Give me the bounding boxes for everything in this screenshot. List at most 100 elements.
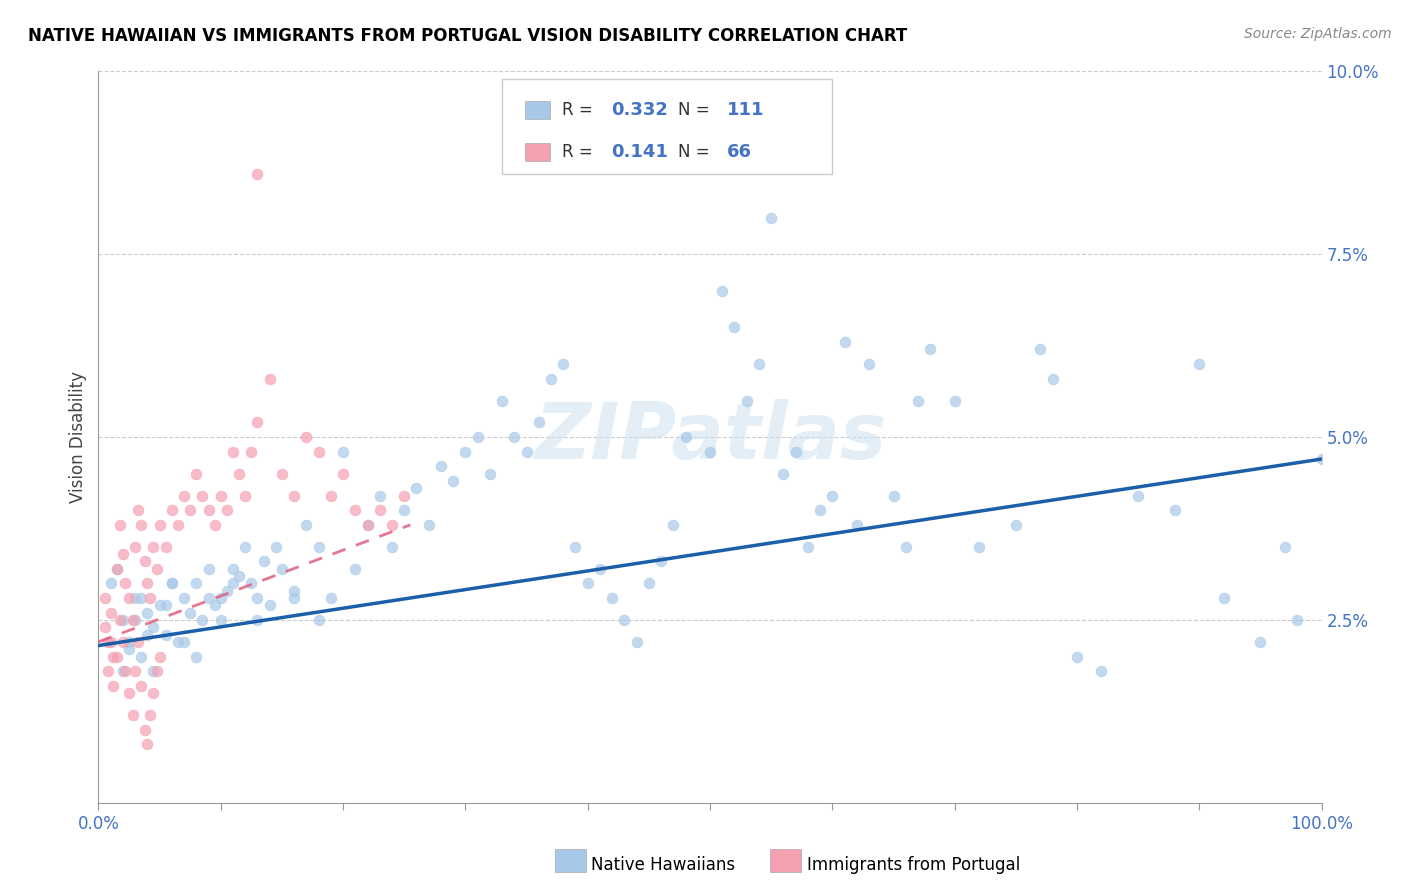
Point [129,591,152,605]
Point [650,554,672,568]
Point [308,540,330,554]
Point [215,583,238,598]
Point [142,540,165,554]
Point [124,613,146,627]
Point [97,635,120,649]
Point [127,503,149,517]
Point [246,416,269,430]
Point [173,591,195,605]
Point [146,562,169,576]
Point [155,540,177,554]
Point [600,591,623,605]
Point [1249,635,1271,649]
Point [295,517,318,532]
Text: R =: R = [562,101,598,120]
Point [100,606,122,620]
Point [332,467,354,481]
Point [155,627,177,641]
Point [215,503,238,517]
Point [1066,649,1088,664]
Point [772,467,794,481]
Point [1188,357,1211,371]
Point [381,517,404,532]
Text: 111: 111 [727,101,765,120]
Point [1029,343,1052,357]
Point [118,686,141,700]
Point [129,649,152,664]
Point [368,503,391,517]
Point [136,606,159,620]
FancyBboxPatch shape [526,101,550,120]
Point [1042,371,1064,385]
Point [246,167,269,181]
Point [191,613,214,627]
Text: N =: N = [678,144,716,161]
Point [173,489,195,503]
Point [146,664,169,678]
Point [204,599,226,613]
FancyBboxPatch shape [502,78,832,174]
Point [240,576,263,591]
Point [124,591,146,605]
Point [491,393,513,408]
Point [222,576,245,591]
Point [93,591,115,605]
Point [308,444,330,458]
Point [110,517,132,532]
Point [894,540,917,554]
Point [883,489,905,503]
Point [356,517,378,532]
Point [332,444,354,458]
Point [228,467,250,481]
Point [197,591,219,605]
Point [797,540,820,554]
Point [149,517,172,532]
Point [735,393,758,408]
Point [197,562,219,576]
Point [392,503,416,517]
Point [139,708,162,723]
Point [319,591,342,605]
Point [246,591,269,605]
Point [430,459,453,474]
Point [197,503,219,517]
Text: Immigrants from Portugal: Immigrants from Portugal [807,856,1021,874]
Point [319,489,342,503]
Point [105,562,128,576]
Point [1310,452,1333,467]
Text: Native Hawaiians: Native Hawaiians [591,856,735,874]
Point [967,540,990,554]
Point [100,576,122,591]
Point [179,606,201,620]
Point [240,444,263,458]
Point [675,430,697,444]
Point [142,686,165,700]
Point [441,474,464,488]
Point [136,737,159,751]
Point [118,642,141,657]
Point [1090,664,1112,678]
Point [111,547,134,561]
Point [136,576,159,591]
Point [121,708,143,723]
Point [761,211,783,225]
Point [142,664,165,678]
Point [186,467,208,481]
Point [121,613,143,627]
Point [344,562,367,576]
Text: 0.332: 0.332 [612,101,668,120]
Point [834,334,856,349]
Point [1286,613,1309,627]
Point [821,489,844,503]
Point [454,444,477,458]
Point [907,393,929,408]
Point [467,430,489,444]
Point [1212,591,1234,605]
Text: Source: ZipAtlas.com: Source: ZipAtlas.com [1244,27,1392,41]
Point [134,554,156,568]
Point [283,591,305,605]
Point [1274,540,1296,554]
Point [139,591,162,605]
Point [124,664,146,678]
Point [270,467,294,481]
